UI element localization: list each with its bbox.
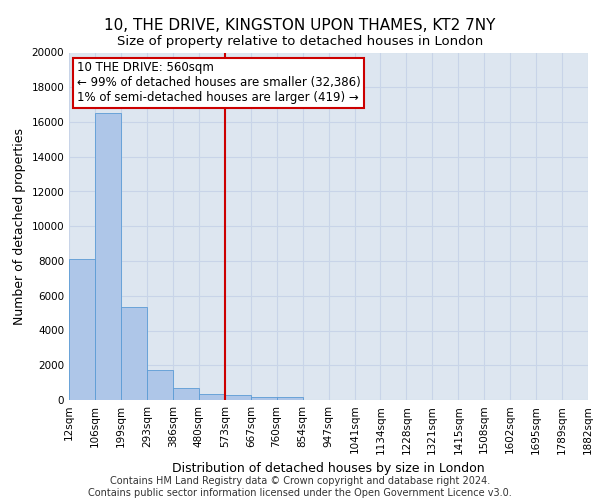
Text: Size of property relative to detached houses in London: Size of property relative to detached ho… (117, 35, 483, 48)
Text: 10, THE DRIVE, KINGSTON UPON THAMES, KT2 7NY: 10, THE DRIVE, KINGSTON UPON THAMES, KT2… (104, 18, 496, 32)
Bar (121, 307, 147, 400)
X-axis label: Distribution of detached houses by size in London: Distribution of detached houses by size … (172, 462, 485, 475)
Bar (199, 394, 224, 400)
Text: Contains HM Land Registry data © Crown copyright and database right 2024.
Contai: Contains HM Land Registry data © Crown c… (88, 476, 512, 498)
Bar (251, 396, 277, 400)
Bar (69, 260, 95, 400)
Bar (173, 388, 199, 400)
Bar (147, 370, 173, 400)
Bar (224, 396, 251, 400)
Bar (277, 397, 302, 400)
Y-axis label: Number of detached properties: Number of detached properties (13, 128, 26, 325)
Bar (95, 114, 121, 400)
Text: 10 THE DRIVE: 560sqm
← 99% of detached houses are smaller (32,386)
1% of semi-de: 10 THE DRIVE: 560sqm ← 99% of detached h… (77, 61, 361, 104)
